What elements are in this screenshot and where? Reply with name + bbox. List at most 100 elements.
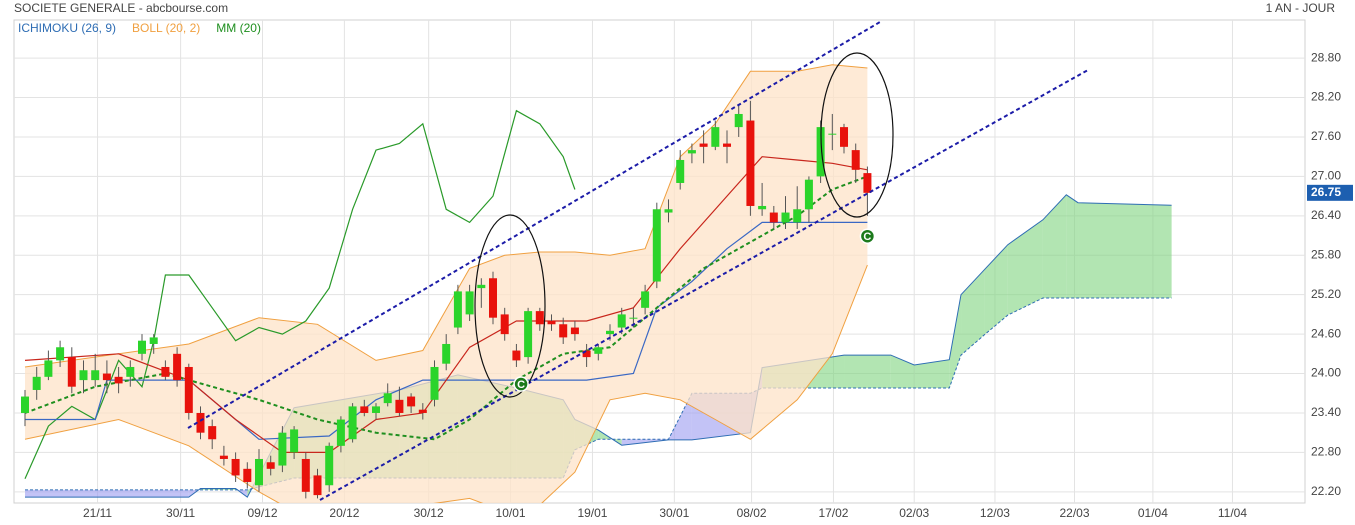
candle-body (699, 143, 708, 147)
x-tick-label: 21/11 (83, 506, 112, 520)
x-tick-label: 22/03 (1059, 506, 1089, 520)
kumo-segment (844, 355, 891, 388)
signal-marker (859, 228, 876, 244)
candle-body (290, 429, 299, 453)
candle-body (243, 468, 252, 482)
last-price-box (1307, 184, 1353, 201)
candle-body (746, 120, 755, 206)
kumo-segment (1066, 194, 1079, 298)
candle-body (44, 360, 53, 377)
kumo-segment (1078, 202, 1172, 298)
kumo-segment (949, 294, 962, 388)
candle-body (641, 291, 650, 308)
y-tick-label: 28.80 (1311, 50, 1341, 64)
x-tick-label: 17/02 (818, 506, 848, 520)
x-tick-label: 30/01 (659, 506, 689, 520)
plot (20, 64, 1172, 503)
candle-body (383, 393, 392, 404)
axes: 22.20 22.80 23.40 24.00 24.60 25.20 25.80 26.40… (18, 21, 1353, 520)
candle-body (524, 311, 533, 358)
candle-body (255, 458, 264, 486)
tenkan-line (24, 156, 868, 453)
candle-body (138, 340, 147, 354)
kumo-segment (1042, 194, 1067, 298)
x-tick-label: 20/12 (329, 506, 359, 520)
candle-body (652, 209, 661, 282)
signal-label: C (517, 379, 525, 391)
candle-body (173, 353, 182, 381)
candle-body (535, 311, 544, 325)
legend-entry: MM (20) (216, 21, 261, 35)
bollinger-upper (24, 64, 868, 368)
y-tick-label: 27.00 (1311, 169, 1341, 183)
candle-body (407, 396, 416, 407)
candle-body (91, 370, 100, 381)
candle-body (512, 350, 521, 361)
candle-body (629, 317, 638, 319)
kijun-line (25, 221, 868, 440)
channel-line (187, 21, 881, 429)
candle-body (465, 291, 474, 315)
candle-body (570, 327, 579, 335)
period: 1 AN - JOUR (1266, 1, 1336, 15)
candle-body (372, 406, 381, 413)
candle-body (781, 212, 790, 223)
candle-body (804, 179, 813, 210)
candle-body (418, 409, 427, 413)
candle-body (184, 366, 193, 413)
x-tick-label: 08/02 (737, 506, 767, 520)
candle-body (56, 347, 65, 361)
candle-body (430, 366, 439, 400)
candle-body (219, 455, 228, 459)
x-tick-label: 30/11 (166, 506, 195, 520)
candle-body (559, 324, 568, 338)
candle-body (582, 350, 591, 358)
ellipse (820, 52, 894, 218)
chart-title: SOCIETE GENERALE - abcbourse.com (14, 1, 228, 15)
x-tick-label: 01/04 (1138, 506, 1168, 520)
kumo-segment (24, 489, 189, 498)
drawings (187, 21, 1089, 501)
x-tick-label: 19/01 (577, 506, 607, 520)
kumo-segment (984, 244, 1008, 335)
candle-body (149, 337, 158, 344)
x-tick-label: 10/01 (496, 506, 526, 520)
y-tick-label: 24.60 (1311, 326, 1341, 340)
candle-body (676, 159, 685, 183)
candle-body (161, 366, 170, 377)
y-tick-label: 26.40 (1311, 208, 1341, 222)
candle-body (816, 127, 825, 177)
candle-body (489, 278, 498, 318)
candle-body (360, 406, 369, 413)
chikou-line (24, 109, 576, 479)
candle-body (606, 330, 615, 335)
candle-body (840, 127, 849, 147)
kumo-segment (914, 359, 950, 388)
candle-body (313, 475, 322, 496)
candle-body (442, 343, 451, 364)
candle-body (278, 432, 287, 466)
candle-body (769, 212, 778, 223)
y-tick-label: 23.40 (1311, 405, 1341, 419)
candle-body (102, 373, 111, 381)
x-tick-label: 12/03 (980, 506, 1010, 520)
kumo-segment (1007, 219, 1043, 316)
candle-body (793, 209, 802, 223)
x-tick-label: 02/03 (899, 506, 929, 520)
candle-body (687, 150, 696, 154)
candle-body (67, 357, 76, 387)
legend-entry: ICHIMOKU (26, 9) (18, 21, 116, 35)
candle-body (301, 458, 310, 492)
candle-body (664, 209, 673, 213)
x-tick-label: 09/12 (247, 506, 277, 520)
candle-body (711, 127, 720, 147)
candle-body (336, 419, 345, 446)
x-tick-label: 30/12 (414, 506, 444, 520)
candle-body (828, 133, 837, 135)
candle-body (863, 173, 872, 193)
y-tick-label: 27.60 (1311, 129, 1341, 143)
candle-body (196, 412, 205, 433)
y-tick-label: 22.20 (1311, 484, 1341, 498)
candle-body (453, 291, 462, 328)
